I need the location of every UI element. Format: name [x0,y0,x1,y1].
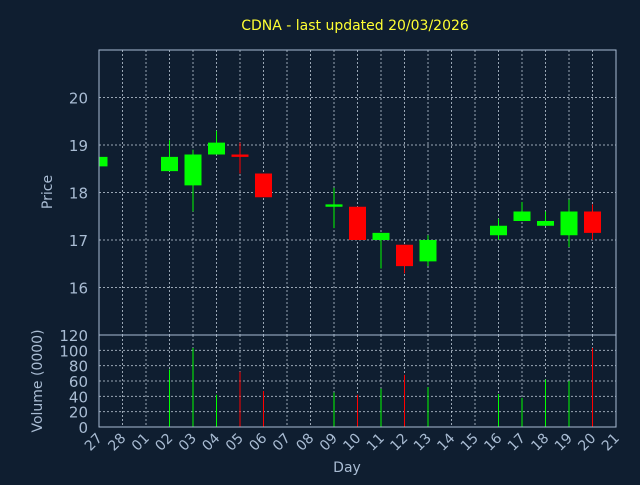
x-axis-label: Day [333,460,361,476]
candle-body [537,221,554,226]
candle-body [372,232,390,240]
price-tick-label: 19 [69,137,88,155]
candle-body [255,173,272,198]
candle-body [396,244,413,267]
candle-body [161,156,178,172]
price-candles [98,130,601,274]
volume-bars [169,348,593,427]
candle-body [325,204,343,207]
candle-body [584,211,601,233]
candle-body [349,206,366,240]
candle-body [231,154,249,157]
volume-axis-label: Volume (0000) [30,329,46,432]
volume-tick-label: 40 [69,388,88,406]
candle-body [560,211,578,236]
candle-body [99,156,108,167]
volume-tick-label: 120 [59,327,88,345]
volume-panel-frame [98,334,617,428]
price-tick-label: 16 [69,280,88,298]
volume-tick-label: 80 [69,358,88,376]
price-gridlines [99,50,616,335]
volume-tick-label: 20 [69,404,88,422]
candle-body [184,154,202,186]
price-tick-label: 17 [69,232,88,250]
volume-tick-label: 100 [59,342,88,360]
price-tick-label: 18 [69,185,88,203]
candle-body [490,225,507,236]
price-tick-label: 20 [69,90,88,108]
chart-title: CDNA - last updated 20/03/2026 [241,18,469,34]
price-axis-label: Price [40,175,56,209]
candle-body [208,142,225,155]
candle-body [513,211,531,221]
volume-tick-label: 0 [78,419,88,437]
volume-tick-label: 60 [69,373,88,391]
candle-body [419,240,437,262]
